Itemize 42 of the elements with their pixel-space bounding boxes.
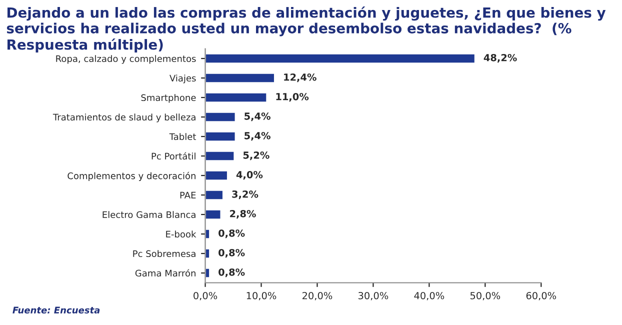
data-label: 5,4% [244,132,270,141]
bar [205,72,276,84]
bar [205,208,222,220]
data-label: 0,8% [218,248,245,258]
bar [205,92,268,104]
y-tick-label: Pc Portátil [152,152,196,160]
data-label: 48,2% [484,54,517,63]
x-tick-label: 30,0% [358,292,388,300]
y-tick-label: Electro Gama Blanca [102,211,196,218]
y-tick-label: Smartphone [141,94,196,103]
x-tick-label: 60,0% [526,292,556,300]
bar [205,52,476,64]
y-tick-label: Tablet [169,133,196,140]
data-label: 5,2% [243,151,270,160]
x-tick-label: 20,0% [302,292,332,300]
y-tick-label: Tratamientos de slaud y belleza [52,114,196,122]
y-tick-label: E-book [166,230,196,238]
data-label: 12,4% [284,73,316,82]
y-tick-label: Pc Sobremesa [133,250,196,258]
data-label: 2,8% [230,210,256,219]
bar [205,111,236,123]
bar [205,189,224,201]
data-label: 4,0% [236,170,263,180]
x-tick-label: 10,0% [246,292,276,300]
x-tick-label: 0,0% [194,292,218,300]
y-tick-label: Complementos y decoración [68,172,196,181]
x-tick-label: 50,0% [470,292,500,300]
bar [205,130,236,142]
data-label: 0,8% [218,268,245,278]
y-tick-label: Ropa, calzado y complementos [56,55,196,64]
data-label: 3,2% [232,190,258,200]
source-note: Fuente: Encuesta [12,306,100,314]
chart-title: Dejando a un lado las compras de alimentación y juguetes, ¿En que bienes y servicios ha realizado usted un mayor desembolso estas navidades? (% Respuesta múltiple) [6,6,606,52]
y-tick-label: PAE [180,192,196,198]
data-label: 11,0% [276,92,309,102]
x-tick-label: 40,0% [414,292,444,300]
data-label: 5,4% [244,112,270,122]
bar [205,150,236,162]
data-label: 0,8% [218,229,245,238]
y-tick-label: Gama Marrón [135,269,196,277]
y-tick-label: Viajes [170,74,196,84]
bar [205,170,228,182]
